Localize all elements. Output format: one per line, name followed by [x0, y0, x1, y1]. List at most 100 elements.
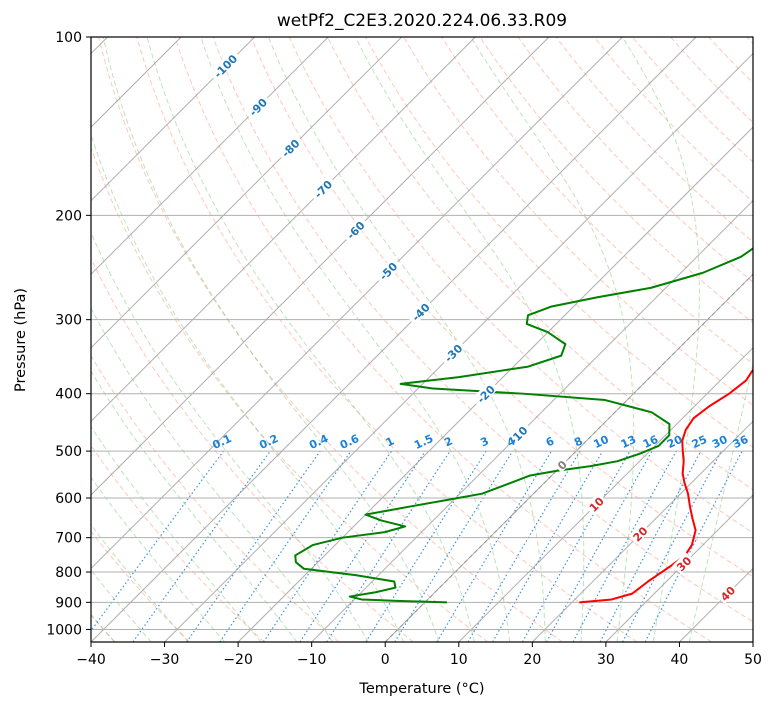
dry-adiabat-line	[91, 146, 489, 642]
isotherm-label-group: -100	[208, 49, 242, 82]
isotherm-line	[605, 494, 753, 642]
x-tick-label: −40	[76, 652, 106, 668]
mixing-ratio-line	[572, 450, 677, 642]
x-tick-label: 50	[744, 652, 762, 668]
y-tick-label: 1000	[46, 622, 82, 638]
moist-adiabat-line	[0, 37, 77, 642]
plot-frame	[90, 36, 754, 643]
y-tick-label: 400	[55, 387, 82, 403]
mixing-ratio-label: 0.4	[307, 432, 330, 452]
isotherm-label-bg	[716, 581, 739, 604]
isotherm-label-bg	[672, 552, 695, 575]
dry-adiabat-line	[212, 37, 753, 623]
moist-adiabat-line	[91, 425, 262, 642]
y-tick-label: 800	[55, 565, 82, 581]
mixing-ratio-label: 36	[731, 433, 751, 451]
moist-adiabat-line	[470, 37, 635, 642]
mixing-ratio-line	[436, 450, 553, 642]
y-tick-label: 200	[55, 208, 82, 224]
y-tick-label: 600	[55, 491, 82, 507]
mixing-ratio-line	[644, 450, 743, 642]
isotherm-line	[679, 567, 753, 642]
moist-adiabat-line	[355, 37, 585, 642]
isotherm-line	[237, 126, 753, 642]
mixing-ratio-line	[599, 450, 702, 642]
dry-adiabat-line	[174, 37, 713, 642]
dry-adiabat-line	[91, 257, 414, 642]
mixing-ratio-label: 1	[384, 434, 396, 449]
isotherm-label-bg	[308, 174, 337, 203]
x-tick-label: 20	[523, 652, 541, 668]
dry-adiabat-line	[479, 37, 753, 324]
isotherm-line	[91, 37, 697, 642]
mixing-ratio-label: 3	[478, 434, 490, 449]
isotherm-label-bg	[504, 420, 532, 449]
moist-adiabat-line	[267, 37, 546, 642]
dry-adiabat-line	[365, 37, 753, 448]
mixing-ratio-label: 10	[592, 433, 612, 451]
isotherm-label-bg	[341, 215, 369, 244]
isotherm-label-bg	[628, 522, 651, 545]
x-axis-label: Temperature (°C)	[358, 681, 484, 697]
isotherm-line	[164, 52, 753, 642]
isotherm-label-bg	[243, 92, 272, 121]
dewpoint-profile-line	[294, 247, 753, 604]
mixing-ratio-line	[365, 450, 487, 642]
isotherm-label: 30	[674, 554, 694, 574]
dry-adiabat-line	[288, 37, 753, 534]
mixing-ratio-label: 8	[572, 434, 584, 449]
isotherm-line	[91, 37, 256, 202]
mixing-ratio-line	[521, 450, 631, 642]
profile-series	[294, 247, 753, 604]
isotherm-line	[91, 37, 329, 275]
pressure-gridlines	[91, 36, 753, 630]
y-tick-label: 300	[55, 313, 82, 329]
mixing-ratio-label: 30	[710, 433, 730, 451]
moist-adiabat-line	[91, 476, 226, 642]
moist-adiabat-line	[146, 37, 475, 642]
mixing-ratio-line	[394, 450, 514, 642]
moist-adiabat-line	[200, 37, 511, 642]
dry-adiabat-line	[136, 37, 638, 642]
x-tick-label: 40	[671, 652, 689, 668]
dry-adiabat-line	[326, 37, 753, 491]
y-tick-label: 500	[55, 444, 82, 460]
x-tick-label: 0	[381, 652, 390, 668]
dry-adiabat-line	[441, 37, 753, 365]
mixing-ratio-line	[546, 450, 653, 642]
background-lines	[0, 37, 753, 642]
isotherm-line	[91, 37, 550, 496]
moist-adiabat-line	[91, 307, 334, 642]
moist-adiabat-line	[91, 370, 298, 642]
dry-adiabat-line	[91, 354, 340, 642]
zero-isotherm-line	[384, 273, 753, 642]
mixing-ratio-label: 6	[544, 434, 557, 449]
isotherm-line	[91, 37, 403, 349]
mixing-ratio-line	[186, 450, 321, 642]
dry-adiabat-line	[91, 444, 265, 642]
isotherm-label-bg	[553, 456, 570, 473]
isotherm-label-bg	[584, 492, 607, 515]
dry-adiabat-line	[555, 37, 753, 243]
dry-adiabat-line	[746, 37, 753, 45]
temperature-profile-line	[579, 367, 753, 604]
moist-adiabat-line	[688, 360, 753, 642]
y-tick-label: 900	[55, 595, 82, 611]
dry-adiabat-line	[517, 37, 753, 283]
x-tick-label: −30	[150, 652, 180, 668]
isotherm-line	[752, 641, 753, 642]
isotherm-label-group: 0	[553, 456, 570, 473]
isotherm-line	[531, 420, 753, 642]
y-axis-label: Pressure (hPa)	[13, 288, 29, 392]
mixing-ratio-label: 13	[619, 433, 638, 451]
isotherm-label-bg	[208, 49, 242, 82]
moist-adiabat-line	[621, 37, 700, 642]
mixing-ratio-line	[467, 450, 581, 642]
moist-adiabat-line	[91, 133, 405, 642]
isotherm-line	[91, 37, 476, 423]
mixing-ratio-line	[299, 450, 426, 642]
y-tick-label: 100	[55, 30, 82, 46]
dry-adiabat-line	[632, 37, 753, 163]
